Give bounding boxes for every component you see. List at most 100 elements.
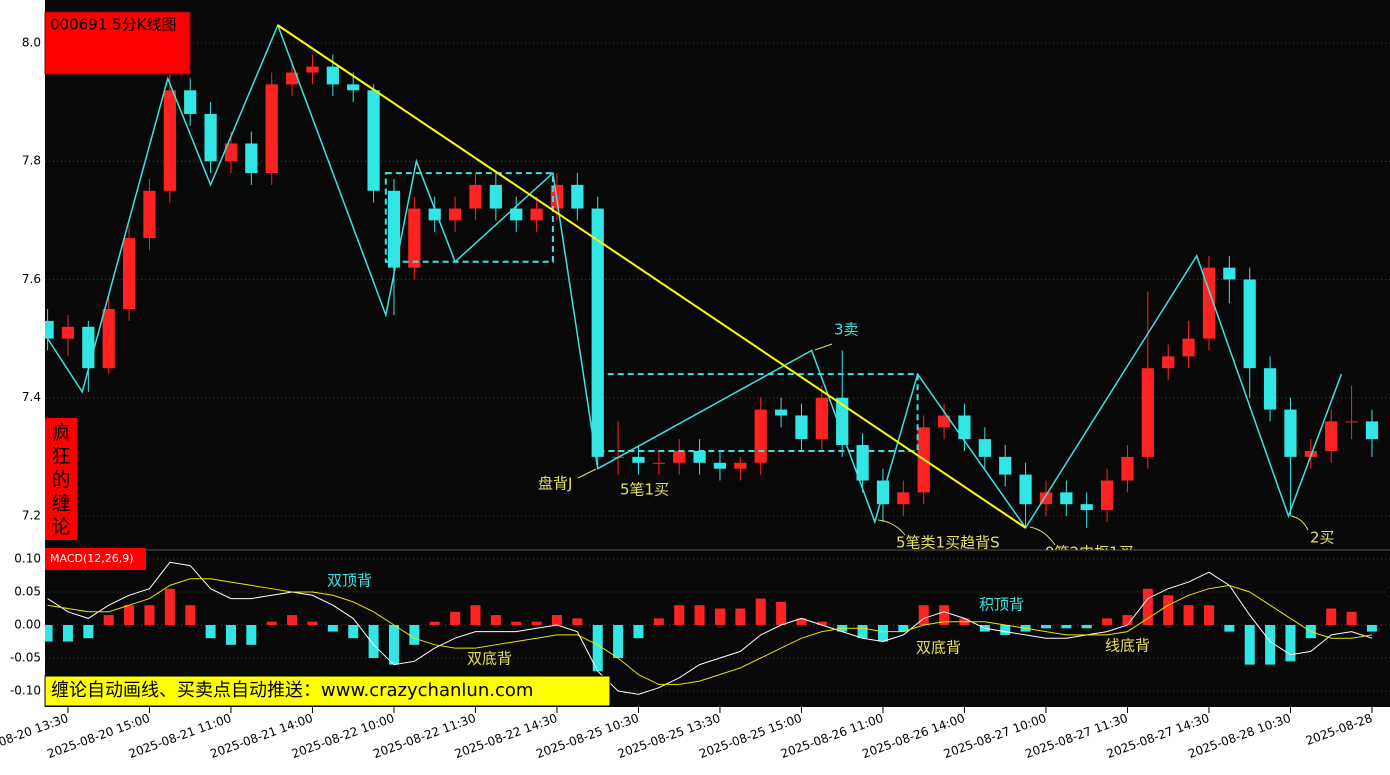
candle-body bbox=[571, 184, 584, 209]
candle-body bbox=[1100, 480, 1114, 511]
side-label: 疯狂的缠论 bbox=[51, 422, 70, 538]
candle-body bbox=[448, 208, 462, 221]
chart-title: 000691 5分K线图 bbox=[50, 16, 176, 34]
candle-body bbox=[1263, 368, 1277, 410]
annotation: 线底背 bbox=[1105, 637, 1150, 655]
macd-title-box bbox=[45, 548, 146, 570]
candle-body bbox=[1325, 421, 1338, 451]
macd-line bbox=[47, 561, 1373, 695]
x-tick-label: 2025-08-28 bbox=[1304, 711, 1374, 748]
candle-body bbox=[1162, 356, 1175, 369]
macd-line bbox=[47, 578, 1373, 685]
candle-body bbox=[163, 90, 176, 191]
annotation: 双顶背 bbox=[327, 572, 372, 590]
stroke-line bbox=[46, 23, 1343, 530]
side-label-box bbox=[45, 418, 77, 540]
annotation: 3卖 bbox=[834, 321, 859, 339]
candle-body bbox=[652, 462, 665, 464]
candle-body bbox=[347, 84, 360, 91]
candle-body bbox=[326, 66, 339, 85]
annotation: 双底背 bbox=[467, 650, 512, 668]
candle-body bbox=[1243, 279, 1256, 369]
candle-body bbox=[45, 320, 54, 339]
candle-body bbox=[143, 190, 156, 239]
y-tick-label: 8.0 bbox=[22, 35, 41, 49]
candle-body bbox=[1182, 338, 1195, 357]
candle-body bbox=[1223, 267, 1236, 280]
candle-body bbox=[306, 66, 319, 73]
candle-body bbox=[122, 238, 136, 310]
candle-body bbox=[774, 409, 788, 416]
candle-body bbox=[489, 184, 502, 209]
candle-body bbox=[958, 415, 971, 440]
annotation-arrow bbox=[577, 343, 1309, 546]
candle-body bbox=[897, 492, 910, 505]
candle-body bbox=[61, 326, 75, 339]
y-tick-label: -0.10 bbox=[10, 684, 41, 698]
y-tick-label: 0.10 bbox=[14, 551, 41, 565]
candle-body bbox=[265, 84, 278, 174]
y-tick-label: 7.2 bbox=[22, 509, 41, 523]
annotation: 9笔2中枢1买 bbox=[1045, 544, 1134, 562]
annotation: 2买 bbox=[1310, 529, 1335, 547]
annotation: 双底背 bbox=[916, 639, 961, 657]
price-panel bbox=[45, 23, 1390, 530]
trend-line bbox=[277, 24, 1027, 529]
title-box bbox=[44, 11, 191, 75]
macd-annotations: 双顶背 双底背 双底背 积顶背 线底背 bbox=[327, 572, 1150, 668]
pivot-box bbox=[384, 172, 554, 263]
candle-body bbox=[999, 456, 1012, 475]
banner: 缠论自动画线、买卖点自动推送：www.crazychanlun.com bbox=[51, 680, 533, 701]
candle-body bbox=[754, 409, 767, 463]
candle-body bbox=[82, 326, 95, 369]
y-tick-label: 7.6 bbox=[22, 272, 41, 286]
banner-box bbox=[44, 675, 611, 707]
candle-body bbox=[204, 113, 217, 162]
annotation: 5笔1买 bbox=[620, 481, 669, 499]
candle-body bbox=[978, 439, 991, 457]
candle-body bbox=[387, 190, 401, 268]
candle-body bbox=[815, 397, 828, 440]
candle-body bbox=[795, 415, 808, 440]
candle-body bbox=[937, 415, 951, 428]
annotation: 积顶背 bbox=[979, 596, 1024, 614]
candle-body bbox=[428, 208, 441, 221]
candle-body bbox=[530, 208, 543, 221]
candle-body bbox=[632, 456, 645, 463]
candle-body bbox=[1345, 421, 1358, 423]
annotation: 盘背J bbox=[538, 475, 572, 493]
candle-body bbox=[224, 143, 238, 162]
price-annotations: 3卖 盘背J 5笔1买 5笔类1买趋背S 9笔2中枢1买 2买 bbox=[538, 321, 1335, 562]
candle-body bbox=[285, 72, 299, 85]
candle-body bbox=[713, 462, 727, 469]
candle-body bbox=[245, 143, 258, 174]
candle-body bbox=[836, 397, 849, 446]
candle-body bbox=[856, 445, 869, 481]
y-tick-label: -0.05 bbox=[10, 651, 41, 665]
y-tick-label: 7.8 bbox=[22, 154, 41, 168]
candle-body bbox=[1080, 504, 1093, 511]
macd-panel bbox=[45, 558, 1390, 695]
candle-body bbox=[510, 208, 523, 221]
candle-body bbox=[1121, 456, 1134, 481]
candle-body bbox=[1365, 421, 1379, 440]
candle-body bbox=[408, 208, 421, 268]
candle-body bbox=[591, 208, 604, 457]
candle-body bbox=[1284, 409, 1297, 457]
candle-body bbox=[734, 462, 747, 469]
pivot-box bbox=[596, 373, 919, 452]
candle-body bbox=[469, 184, 482, 209]
annotation: 5笔类1买趋背S bbox=[896, 534, 1000, 552]
candle-body bbox=[1141, 368, 1154, 457]
y-tick-label: 7.4 bbox=[22, 390, 41, 404]
candle-body bbox=[1060, 492, 1073, 505]
candle-body bbox=[673, 450, 686, 463]
candle-body bbox=[367, 90, 380, 191]
macd-title: MACD(12,26,9) bbox=[50, 552, 134, 565]
candle-body bbox=[1039, 492, 1053, 505]
candle-body bbox=[1202, 267, 1216, 339]
candle-body bbox=[102, 309, 115, 369]
y-tick-label: 0.05 bbox=[14, 584, 41, 598]
candle-body bbox=[184, 90, 197, 114]
